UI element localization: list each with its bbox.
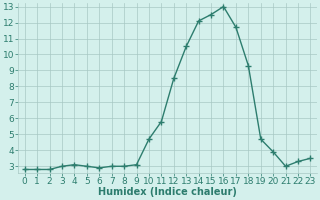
X-axis label: Humidex (Indice chaleur): Humidex (Indice chaleur) [98,187,237,197]
